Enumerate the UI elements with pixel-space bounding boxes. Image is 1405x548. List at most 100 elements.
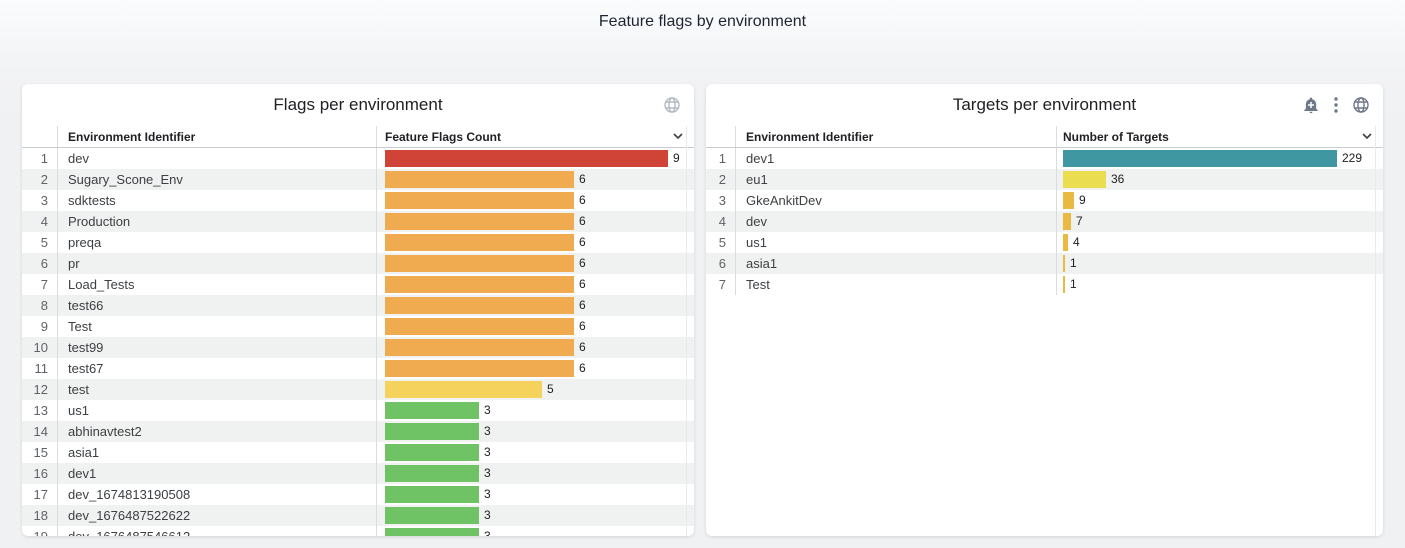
table-row[interactable]: 2 Sugary_Scone_Env 6	[22, 169, 694, 190]
chevron-down-icon[interactable]	[672, 130, 684, 145]
bar-value-label: 36	[1111, 172, 1125, 186]
table-row[interactable]: 16 dev1 3	[22, 463, 694, 484]
table-row[interactable]: 1 dev1 229	[706, 148, 1383, 169]
bar-cell: 6	[377, 253, 694, 274]
data-bar	[385, 444, 479, 461]
bar-cell: 229	[1057, 148, 1383, 169]
page-title: Feature flags by environment	[598, 13, 807, 30]
card-titlebar: Flags per environment	[22, 84, 694, 126]
bar-cell: 5	[377, 379, 694, 400]
table-row[interactable]: 10 test99 6	[22, 337, 694, 358]
table-row[interactable]: 15 asia1 3	[22, 442, 694, 463]
row-index: 2	[706, 169, 736, 190]
table-row[interactable]: 2 eu1 36	[706, 169, 1383, 190]
row-index: 5	[706, 232, 736, 253]
bar-cell: 3	[377, 526, 694, 536]
bar-value-label: 1	[1070, 256, 1077, 270]
row-index: 11	[22, 358, 58, 379]
metric-column-header[interactable]: Number of Targets	[1057, 126, 1383, 147]
data-bar	[385, 171, 574, 188]
table-row[interactable]: 7 Load_Tests 6	[22, 274, 694, 295]
bar-cell: 4	[1057, 232, 1383, 253]
table-row[interactable]: 8 test66 6	[22, 295, 694, 316]
table-row[interactable]: 6 asia1 1	[706, 253, 1383, 274]
table-row[interactable]: 13 us1 3	[22, 400, 694, 421]
bar-cell: 6	[377, 211, 694, 232]
data-bar	[385, 423, 479, 440]
chevron-down-icon[interactable]	[1361, 130, 1373, 145]
bar-cell: 7	[1057, 211, 1383, 232]
table-row[interactable]: 5 us1 4	[706, 232, 1383, 253]
table-row[interactable]: 11 test67 6	[22, 358, 694, 379]
scrollbar-track[interactable]	[1375, 126, 1376, 536]
table-row[interactable]: 6 pr 6	[22, 253, 694, 274]
bar-value-label: 3	[484, 508, 491, 522]
environment-name: Load_Tests	[58, 274, 377, 295]
environment-name: test67	[58, 358, 377, 379]
bar-cell: 3	[377, 442, 694, 463]
table-row[interactable]: 1 dev 9	[22, 148, 694, 169]
environment-name: GkeAnkitDev	[736, 190, 1057, 211]
environment-name: Test	[736, 274, 1057, 295]
more-vert-icon[interactable]	[1333, 96, 1339, 114]
row-index: 17	[22, 484, 58, 505]
bar-value-label: 6	[579, 298, 586, 312]
environment-name: dev1	[736, 148, 1057, 169]
environment-name: dev1	[58, 463, 377, 484]
table-row[interactable]: 17 dev_1674813190508 3	[22, 484, 694, 505]
table-header: Environment Identifier Feature Flags Cou…	[22, 126, 694, 148]
metric-column-header[interactable]: Feature Flags Count	[377, 126, 694, 147]
bar-value-label: 7	[1076, 214, 1083, 228]
table-body: 1 dev 9 2 Sugary_Scone_Env 6 3 sdktests 6 4 Produc…	[22, 148, 694, 536]
index-column-header	[22, 126, 58, 147]
bar-value-label: 6	[579, 340, 586, 354]
environment-name: Test	[58, 316, 377, 337]
bar-cell: 3	[377, 421, 694, 442]
table-row[interactable]: 19dev_1676487546612 3	[22, 526, 694, 536]
globe-icon[interactable]	[663, 96, 681, 114]
table-row[interactable]: 9 Test 6	[22, 316, 694, 337]
table-row[interactable]: 5 preqa 6	[22, 232, 694, 253]
bar-value-label: 3	[484, 529, 491, 536]
row-index: 2	[22, 169, 58, 190]
row-index: 10	[22, 337, 58, 358]
bar-cell: 6	[377, 274, 694, 295]
data-bar	[1063, 234, 1068, 251]
environment-name: preqa	[58, 232, 377, 253]
environment-name: test99	[58, 337, 377, 358]
chart-card-flags: Flags per environment Environment Ide	[22, 84, 694, 536]
table-row[interactable]: 4 Production 6	[22, 211, 694, 232]
data-bar	[385, 507, 479, 524]
env-column-header[interactable]: Environment Identifier	[58, 126, 377, 147]
environment-name: dev_1676487546612	[58, 526, 377, 536]
add-alert-icon[interactable]	[1302, 96, 1320, 114]
table-row[interactable]: 12 test 5	[22, 379, 694, 400]
data-bar	[1063, 150, 1337, 167]
row-index: 8	[22, 295, 58, 316]
table-row[interactable]: 7 Test 1	[706, 274, 1383, 295]
globe-icon[interactable]	[1352, 96, 1370, 114]
bar-value-label: 6	[579, 361, 586, 375]
scrollbar-track[interactable]	[686, 126, 687, 536]
row-index: 15	[22, 442, 58, 463]
env-column-header[interactable]: Environment Identifier	[736, 126, 1057, 147]
environment-name: dev	[736, 211, 1057, 232]
table-row[interactable]: 18 dev_1676487522622 3	[22, 505, 694, 526]
table-row[interactable]: 3 GkeAnkitDev 9	[706, 190, 1383, 211]
data-bar	[1063, 213, 1071, 230]
bar-value-label: 9	[1079, 193, 1086, 207]
bar-value-label: 6	[579, 277, 586, 291]
bar-value-label: 6	[579, 193, 586, 207]
environment-name: us1	[58, 400, 377, 421]
data-bar	[385, 234, 574, 251]
environment-name: dev	[58, 148, 377, 169]
bar-cell: 1	[1057, 253, 1383, 274]
environment-name: sdktests	[58, 190, 377, 211]
table-row[interactable]: 14 abhinavtest2 3	[22, 421, 694, 442]
environment-name: asia1	[58, 442, 377, 463]
bar-value-label: 3	[484, 445, 491, 459]
table-row[interactable]: 4 dev 7	[706, 211, 1383, 232]
data-bar	[385, 150, 668, 167]
table-row[interactable]: 3 sdktests 6	[22, 190, 694, 211]
data-bar	[1063, 192, 1074, 209]
